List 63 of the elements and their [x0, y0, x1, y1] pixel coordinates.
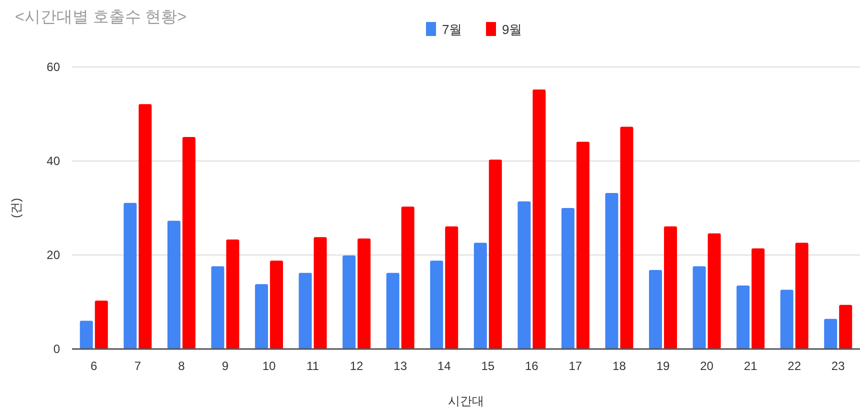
- x-tick-label: 22: [788, 359, 802, 373]
- bar: [576, 142, 590, 349]
- bar: [124, 202, 137, 349]
- x-tick-label: 20: [700, 359, 714, 373]
- x-tick-label: 16: [524, 359, 539, 373]
- y-tick-label: 40: [46, 154, 60, 168]
- x-tick-label: 14: [437, 359, 452, 373]
- bar: [488, 160, 502, 349]
- bar: [445, 226, 458, 349]
- x-tick-label: 21: [744, 359, 758, 373]
- x-tick-label: 17: [568, 359, 582, 373]
- x-tick-label: 19: [656, 359, 670, 373]
- bar: [226, 239, 240, 349]
- bar: [182, 137, 196, 349]
- bar: [167, 220, 180, 349]
- bar: [314, 237, 327, 349]
- bar: [649, 270, 662, 349]
- bar: [692, 266, 706, 349]
- x-tick-label: 11: [306, 359, 320, 373]
- bar: [839, 304, 852, 349]
- x-tick-label: 9: [222, 359, 229, 373]
- bar: [270, 260, 283, 349]
- bar: [430, 260, 444, 349]
- bar: [752, 248, 765, 349]
- bar: [211, 266, 224, 349]
- y-axis-title: (건): [9, 198, 23, 218]
- x-tick-label: 10: [262, 359, 276, 373]
- bar: [561, 208, 574, 349]
- bar: [532, 90, 546, 349]
- bar: [255, 284, 268, 349]
- bar: [94, 300, 108, 349]
- bar: [386, 272, 400, 349]
- x-tick-label: 13: [394, 359, 408, 373]
- legend-label: 7월: [442, 22, 462, 37]
- bar: [795, 242, 808, 349]
- x-tick-label: 18: [612, 359, 626, 373]
- bar: [780, 290, 794, 349]
- bar: [80, 320, 93, 349]
- bar: [664, 226, 677, 349]
- y-tick-label: 20: [46, 248, 60, 262]
- bar: [708, 233, 721, 349]
- x-tick-label: 15: [481, 359, 495, 373]
- bar: [474, 242, 487, 349]
- x-tick-label: 12: [350, 359, 364, 373]
- x-tick-label: 23: [831, 359, 846, 373]
- bar: [138, 104, 152, 349]
- bar: [298, 272, 312, 349]
- bar: [518, 201, 531, 349]
- bar: [736, 286, 750, 349]
- x-axis-title: 시간대: [448, 394, 484, 408]
- x-tick-label: 6: [90, 359, 98, 373]
- bar: [401, 206, 414, 349]
- y-tick-label: 0: [53, 342, 60, 356]
- bar: [342, 255, 356, 349]
- bar: [605, 192, 618, 349]
- bar: [620, 126, 634, 349]
- bar: [824, 318, 838, 349]
- x-tick-label: 8: [178, 359, 186, 373]
- bar: [358, 238, 371, 349]
- x-tick-label: 7: [134, 359, 142, 373]
- y-tick-label: 60: [46, 60, 60, 74]
- chart-title: <시간대별 호출수 현황>: [15, 9, 187, 26]
- legend-label: 9월: [502, 22, 522, 37]
